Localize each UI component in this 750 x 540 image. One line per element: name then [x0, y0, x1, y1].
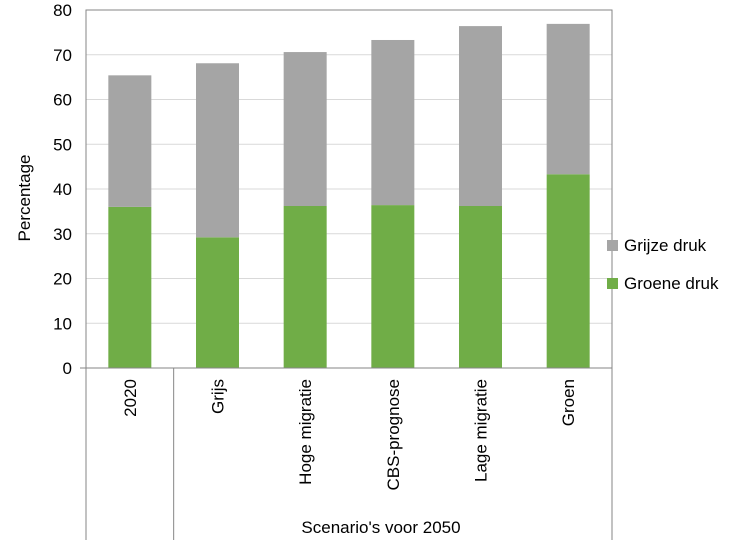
legend-label: Groene druk [624, 274, 719, 293]
category-label: Groen [559, 379, 578, 426]
category-label: Grijs [209, 379, 228, 414]
y-tick-label: 50 [53, 135, 72, 154]
bar-grijze-druk [283, 52, 327, 207]
bar-grijze-druk [459, 26, 502, 207]
y-tick-label: 10 [53, 314, 72, 333]
category-labels: 2020 Grijs Hoge migratie CBS-prognose Lage m… [121, 379, 578, 491]
y-tick-label: 60 [53, 91, 72, 110]
legend-label: Grijze druk [624, 236, 707, 255]
category-label: CBS-prognose [384, 379, 403, 491]
y-tick-label: 30 [53, 225, 72, 244]
bar-groene-druk [196, 237, 239, 368]
bar-groene-druk [283, 206, 327, 368]
axes [80, 9, 613, 540]
bar-grijze-druk [371, 39, 415, 206]
bar-groene-druk [546, 174, 590, 368]
bar-grijze-druk [546, 23, 590, 175]
y-tick-label: 20 [53, 270, 72, 289]
legend-swatch [607, 240, 618, 251]
category-label: Lage migratie [472, 379, 491, 482]
plot-area-border [85, 9, 613, 369]
category-label: Hoge migratie [296, 379, 315, 485]
bar-groene-druk [108, 206, 152, 368]
bar-grijze-druk [108, 75, 152, 207]
bars [108, 23, 590, 368]
y-axis-label: Percentage [15, 155, 34, 242]
category-label: 2020 [121, 379, 140, 417]
y-tick-labels: 0 10 20 30 40 50 60 70 80 [53, 1, 72, 378]
legend: Grijze druk Groene druk [607, 236, 719, 293]
bar-groene-druk [371, 205, 415, 368]
y-tick-label: 40 [53, 180, 72, 199]
legend-swatch [607, 278, 618, 289]
bar-grijze-druk [196, 63, 239, 238]
y-tick-label: 80 [53, 1, 72, 20]
y-tick-label: 0 [63, 359, 72, 378]
bar-groene-druk [459, 206, 502, 368]
gridlines [86, 9, 612, 324]
scenario-group-label: Scenario's voor 2050 [301, 518, 460, 537]
y-tick-label: 70 [53, 46, 72, 65]
